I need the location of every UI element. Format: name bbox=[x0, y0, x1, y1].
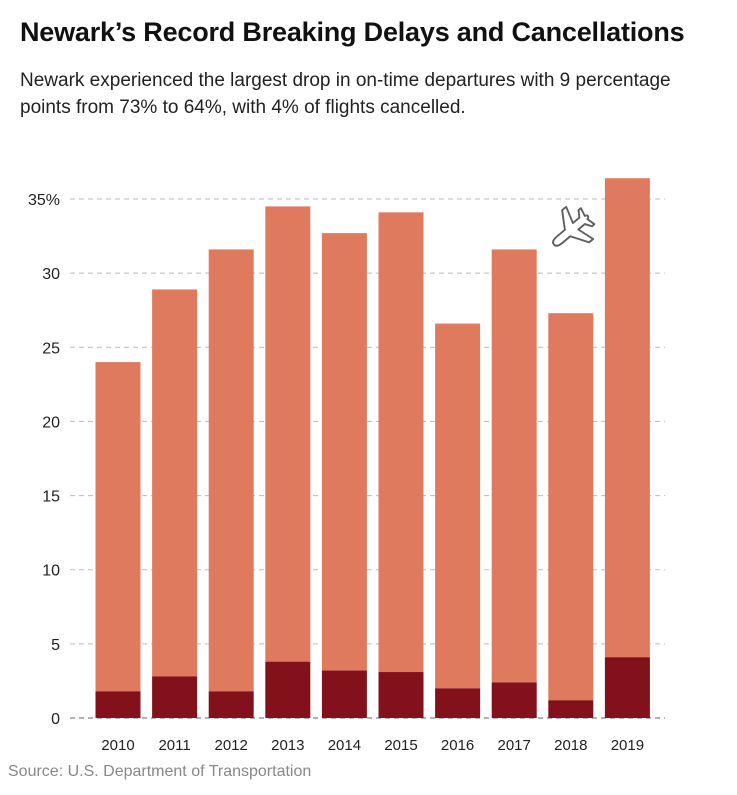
y-tick-label: 35% bbox=[28, 192, 60, 209]
x-tick-label: 2012 bbox=[215, 737, 248, 754]
x-tick-label: 2018 bbox=[554, 737, 587, 754]
bar-cancellations-2016 bbox=[435, 688, 481, 718]
x-tick-label: 2016 bbox=[441, 737, 474, 754]
x-tick-label: 2015 bbox=[384, 737, 417, 754]
bar-cancellations-2013 bbox=[265, 661, 311, 718]
y-tick-label: 15 bbox=[42, 489, 60, 506]
bar-delays-2016 bbox=[435, 323, 481, 689]
y-tick-label: 5 bbox=[51, 637, 60, 654]
bar-cancellations-2015 bbox=[378, 672, 424, 718]
y-tick-label: 0 bbox=[51, 711, 60, 728]
x-tick-label: 2014 bbox=[328, 737, 361, 754]
y-tick-label: 25 bbox=[42, 340, 60, 357]
source-note: Source: U.S. Department of Transportatio… bbox=[8, 763, 312, 780]
chart-title: Newark’s Record Breaking Delays and Canc… bbox=[20, 17, 685, 47]
bar-cancellations-2017 bbox=[491, 682, 537, 718]
x-axis-ticks: 2010 2011 2012 2013 2014 2015 2016 2017 2018 2019 bbox=[101, 737, 644, 754]
bar-delays-2013 bbox=[265, 206, 311, 662]
bar-delays-2017 bbox=[491, 249, 537, 683]
chart-subtitle: Newark experienced the largest drop in o… bbox=[20, 70, 671, 118]
bars bbox=[95, 178, 650, 718]
airplane-icon bbox=[552, 205, 596, 247]
bar-delays-2014 bbox=[321, 233, 367, 671]
x-tick-label: 2010 bbox=[101, 737, 134, 754]
y-tick-label: 10 bbox=[42, 563, 60, 580]
bar-delays-2010 bbox=[95, 362, 141, 692]
bar-delays-2012 bbox=[208, 249, 254, 692]
y-tick-label: 20 bbox=[42, 414, 60, 431]
x-tick-label: 2019 bbox=[611, 737, 644, 754]
bar-delays-2011 bbox=[152, 289, 198, 677]
bar-cancellations-2010 bbox=[95, 691, 141, 718]
x-tick-label: 2011 bbox=[158, 737, 190, 754]
bar-cancellations-2018 bbox=[548, 700, 594, 718]
bar-cancellations-2011 bbox=[152, 676, 198, 718]
bar-cancellations-2019 bbox=[604, 657, 650, 718]
y-axis-ticks: 0 5 10 15 20 25 30 35% bbox=[28, 192, 60, 728]
bar-delays-2018 bbox=[548, 313, 594, 701]
bar-delays-2015 bbox=[378, 212, 424, 673]
bar-delays-2019 bbox=[604, 178, 650, 658]
bar-cancellations-2012 bbox=[208, 691, 254, 718]
x-tick-label: 2017 bbox=[498, 737, 531, 754]
bar-cancellations-2014 bbox=[321, 670, 367, 718]
y-tick-label: 30 bbox=[42, 266, 60, 283]
x-tick-label: 2013 bbox=[271, 737, 304, 754]
